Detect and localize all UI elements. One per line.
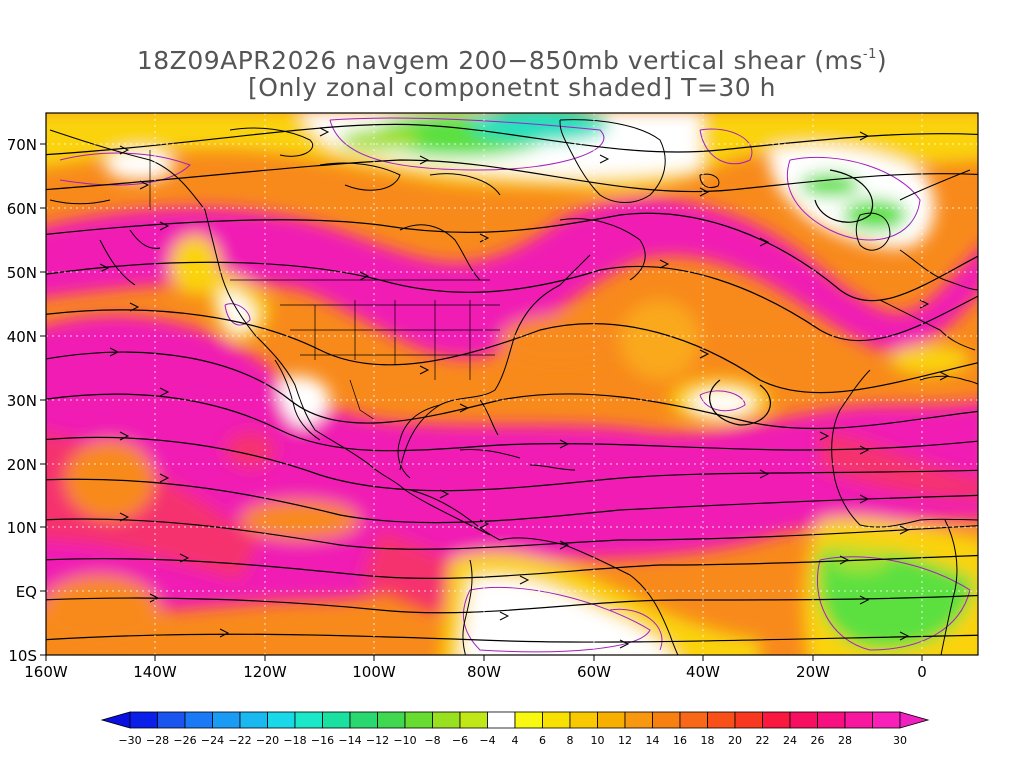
axis-ticks [40, 143, 923, 661]
colorbar-tick-label: 12 [618, 734, 632, 747]
coastlines [49, 119, 978, 655]
colorbar-swatch [514, 711, 543, 729]
colorbar-tick-label: 22 [756, 734, 770, 747]
colorbar-swatch [872, 711, 901, 729]
colorbar-swatch [679, 711, 708, 729]
colorbar-tick-label: 18 [701, 734, 715, 747]
map-plot-area [46, 113, 978, 655]
colorbar-tick-label: 26 [811, 734, 825, 747]
colorbar-tick-label: −16 [311, 734, 334, 747]
colorbar-swatch [157, 711, 186, 729]
colorbar-tick-label: 4 [512, 734, 519, 747]
colorbar-swatch [569, 711, 598, 729]
map-frame [45, 112, 979, 656]
title-unit-superscript: -1 [862, 47, 877, 62]
colorbar-tick-label: 6 [539, 734, 546, 747]
colorbar-tick-label: −30 [118, 734, 141, 747]
lat-label-10n: 10N [7, 519, 37, 537]
colorbar-tick-label: −4 [479, 734, 495, 747]
lat-label-60n: 60N [7, 200, 37, 218]
colorbar-swatch [184, 711, 213, 729]
lat-label-30n: 30N [7, 392, 37, 410]
colorbar-swatch [762, 711, 791, 729]
colorbar-tick-label: −24 [201, 734, 224, 747]
title-line-1: 18Z09APR2026 navgem 200−850mb vertical s… [0, 46, 1024, 75]
colorbar-tick-label: −8 [424, 734, 440, 747]
lat-label-50n: 50N [7, 264, 37, 282]
colorbar: −30 −28 −26 −24 −22 −20 −18 −16 −14 −12 −10 −8 −6 −4 4… [100, 711, 930, 747]
lon-label-40w: 40W [686, 663, 720, 681]
colorbar-swatch [734, 711, 763, 729]
colorbar-swatch [349, 711, 378, 729]
stream-arrows [99, 127, 950, 649]
colorbar-tick-label: −14 [338, 734, 361, 747]
colorbar-tick-label: 30 [893, 734, 907, 747]
colorbar-over-arrow [899, 711, 930, 729]
colorbar-swatch [487, 711, 516, 729]
colorbar-tick-label: −26 [173, 734, 196, 747]
lon-label-60w: 60W [577, 663, 611, 681]
title-line-2: [Only zonal componetnt shaded] T=30 h [248, 73, 776, 102]
colorbar-swatch [294, 711, 323, 729]
lon-label-140w: 140W [133, 663, 177, 681]
title-line-1-main: 18Z09APR2026 navgem 200−850mb vertical s… [136, 46, 863, 75]
colorbar-tick-label: −6 [452, 734, 468, 747]
latitude-labels: 70N 60N 50N 40N 30N 20N 10N EQ 10S [7, 136, 37, 665]
colorbar-tick-label: 10 [591, 734, 605, 747]
colorbar-tick-label: −20 [256, 734, 279, 747]
colorbar-swatch [707, 711, 736, 729]
colorbar-tick-label: 14 [646, 734, 660, 747]
colorbar-swatch [844, 711, 873, 729]
lon-label-120w: 120W [243, 663, 287, 681]
longitude-labels: 160W 140W 120W 100W 80W 60W 40W 20W 0 [24, 663, 927, 681]
colorbar-tick-label: 20 [728, 734, 742, 747]
lon-label-100w: 100W [352, 663, 396, 681]
colorbar-swatch [624, 711, 653, 729]
title-line-1-end: ) [876, 46, 888, 75]
colorbar-swatch [377, 711, 406, 729]
colorbar-tick-label: −10 [393, 734, 416, 747]
lat-label-10s: 10S [8, 647, 37, 665]
lat-lon-grid [46, 113, 978, 655]
shading-layer [46, 113, 978, 655]
lat-label-70n: 70N [7, 136, 37, 154]
colorbar-swatch [597, 711, 626, 729]
colorbar-swatch [652, 711, 681, 729]
lon-label-80w: 80W [467, 663, 501, 681]
colorbar-swatch [817, 711, 846, 729]
colorbar-tick-label: −18 [283, 734, 306, 747]
colorbar-tick-label: 28 [838, 734, 852, 747]
colorbar-swatch [432, 711, 461, 729]
colorbar-tick-label: 8 [567, 734, 574, 747]
colorbar-swatch [789, 711, 818, 729]
colorbar-under-arrow [100, 711, 131, 729]
colorbar-swatch [239, 711, 268, 729]
colorbar-swatch [322, 711, 351, 729]
colorbar-tick-label: −22 [228, 734, 251, 747]
colorbar-tick-label: −28 [146, 734, 169, 747]
colorbar-tick-label: 16 [673, 734, 687, 747]
lon-label-160w: 160W [24, 663, 68, 681]
lon-label-0: 0 [917, 663, 927, 681]
colorbar-swatch [267, 711, 296, 729]
colorbar-swatch [404, 711, 433, 729]
lon-label-20w: 20W [796, 663, 830, 681]
colorbar-swatch [212, 711, 241, 729]
lat-label-20n: 20N [7, 456, 37, 474]
colorbar-tick-label: 24 [783, 734, 797, 747]
colorbar-swatch [542, 711, 571, 729]
colorbar-swatch [459, 711, 488, 729]
colorbar-tick-label: −12 [366, 734, 389, 747]
lat-label-eq: EQ [16, 583, 37, 601]
lat-label-40n: 40N [7, 328, 37, 346]
colorbar-swatch [129, 711, 158, 729]
streamlines [46, 123, 978, 643]
